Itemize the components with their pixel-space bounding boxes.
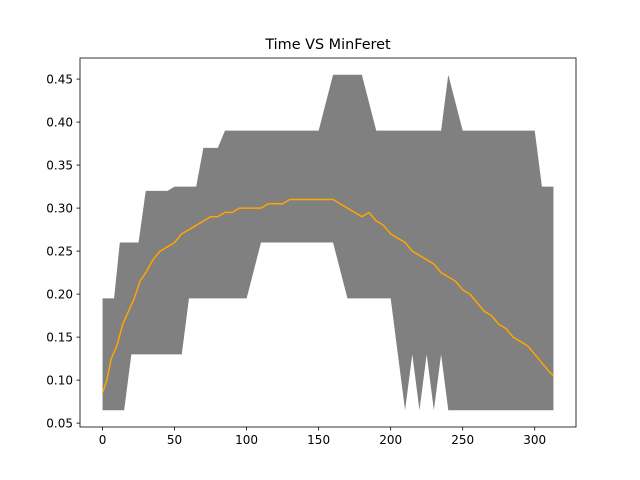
y-tick-label: 0.25 [46,244,73,258]
y-tick-label: 0.30 [46,201,73,215]
x-tick-label: 50 [167,433,182,447]
y-tick-label: 0.35 [46,158,73,172]
y-tick-label: 0.15 [46,330,73,344]
range-band [102,74,554,411]
y-tick-label: 0.45 [46,72,73,86]
x-tick-label: 0 [99,433,107,447]
x-tick-label: 100 [235,433,258,447]
x-tick-label: 250 [451,433,474,447]
plot-area [101,74,554,411]
axes-frame [79,57,577,428]
axes: 0 50 100 150 200 250 300 0.05 0.10 0.15 0.20 0.25 0.… [46,57,577,447]
x-tick-label: 150 [307,433,330,447]
x-tick-label: 300 [523,433,546,447]
y-tick-label: 0.40 [46,115,73,129]
y-tick-label: 0.05 [46,416,73,430]
chart-title: Time VS MinFeret [264,37,391,53]
x-tick-label: 200 [379,433,402,447]
series-line-0 [101,198,554,394]
y-tick-label: 0.10 [46,373,73,387]
y-tick-label: 0.20 [46,287,73,301]
